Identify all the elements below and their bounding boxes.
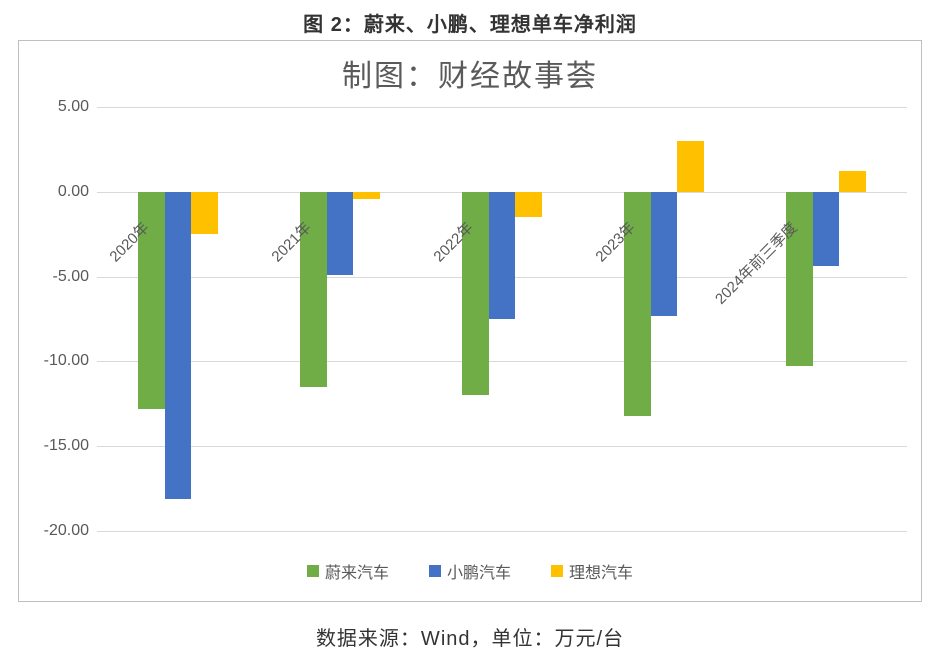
bar	[651, 192, 678, 316]
legend-swatch	[307, 565, 319, 577]
legend-swatch	[429, 565, 441, 577]
bar	[191, 192, 218, 234]
y-tick-label: -20.00	[44, 522, 89, 540]
legend-label: 蔚来汽车	[325, 559, 389, 583]
legend-item: 小鹏汽车	[429, 559, 511, 583]
legend-label: 理想汽车	[569, 559, 633, 583]
bar	[165, 192, 192, 499]
y-tick-label: -10.00	[44, 352, 89, 370]
chart-title: 制图：财经故事荟	[19, 51, 921, 95]
gridline	[97, 446, 907, 447]
legend-label: 小鹏汽车	[447, 559, 511, 583]
bar	[786, 192, 813, 367]
bar	[327, 192, 354, 275]
bar	[677, 141, 704, 192]
bar	[515, 192, 542, 217]
figure-caption: 图 2：蔚来、小鹏、理想单车净利润	[0, 0, 940, 37]
gridline	[97, 531, 907, 532]
y-tick-label: -15.00	[44, 437, 89, 455]
legend-item: 理想汽车	[551, 559, 633, 583]
y-tick-label: 0.00	[58, 183, 89, 201]
legend-swatch	[551, 565, 563, 577]
data-source: 数据来源：Wind，单位：万元/台	[0, 622, 940, 651]
legend: 蔚来汽车 小鹏汽车 理想汽车	[19, 559, 921, 583]
y-tick-label: 5.00	[58, 98, 89, 116]
bar	[353, 192, 380, 199]
chart-container: 制图：财经故事荟 5.000.00-5.00-10.00-15.00-20.00…	[18, 40, 922, 602]
bar	[813, 192, 840, 267]
bar	[489, 192, 516, 319]
bar	[839, 171, 866, 191]
legend-item: 蔚来汽车	[307, 559, 389, 583]
plot-area: 5.000.00-5.00-10.00-15.00-20.002020年2021…	[97, 107, 907, 531]
gridline	[97, 107, 907, 108]
